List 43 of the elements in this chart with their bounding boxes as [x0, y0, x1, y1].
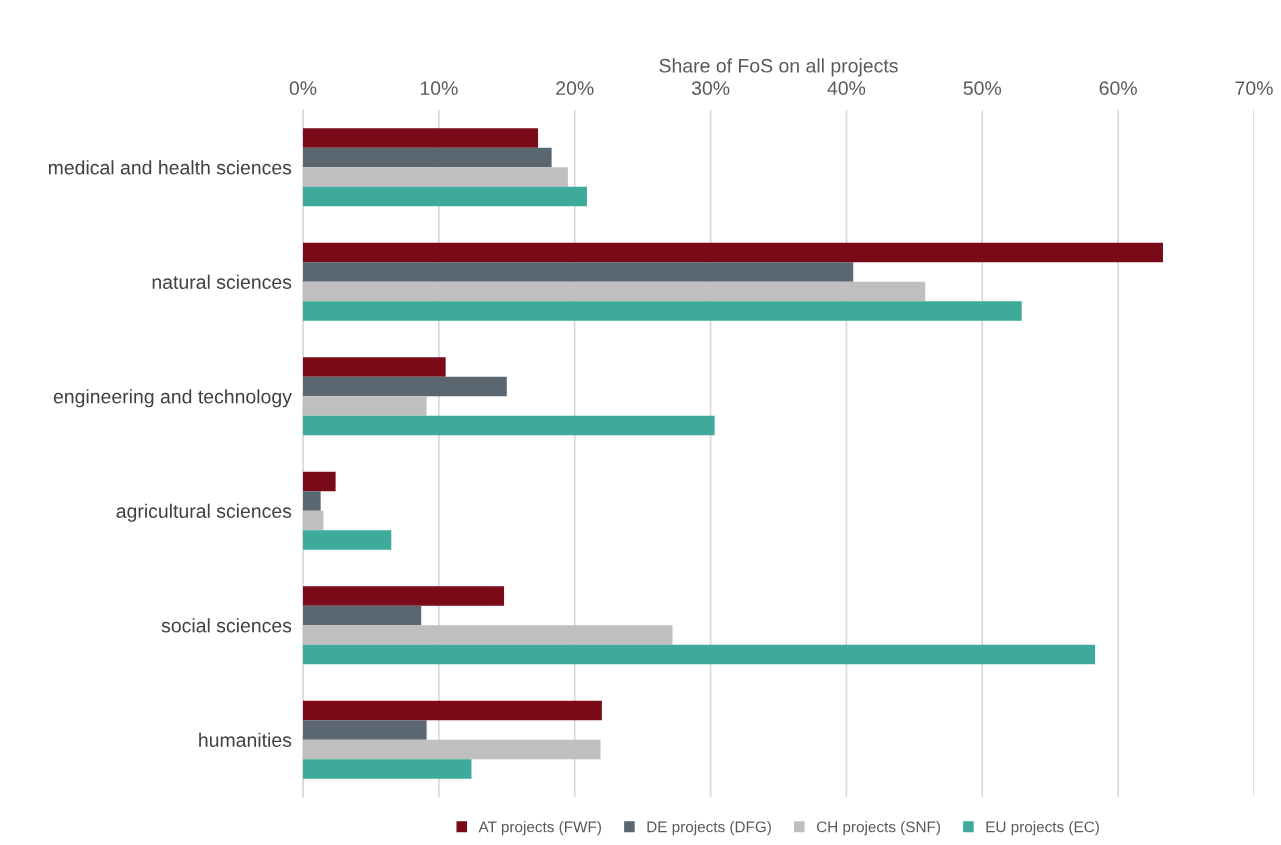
bar	[303, 281, 926, 302]
bar	[303, 530, 392, 550]
legend-label: EU projects (EC)	[986, 821, 1099, 836]
x-tick-label: 30%	[691, 81, 730, 96]
bar	[303, 186, 587, 207]
bar	[303, 147, 552, 168]
bar	[303, 700, 602, 721]
bar	[303, 510, 324, 531]
y-tick-label: humanities	[199, 732, 292, 747]
x-tick-label: 40%	[827, 81, 866, 96]
legend-label: CH projects (SNF)	[816, 821, 940, 836]
y-tick-label: agricultural sciences	[116, 503, 292, 522]
bar	[303, 415, 715, 436]
y-tick-label: social sciences	[161, 618, 292, 633]
y-tick-label: natural sciences	[152, 274, 292, 289]
bar	[303, 357, 446, 377]
y-tick-label: medical and health sciences	[48, 160, 292, 175]
bar	[303, 586, 505, 606]
bar	[303, 759, 472, 779]
x-tick-label: 10%	[420, 81, 458, 96]
bar	[303, 739, 601, 760]
bar	[303, 605, 422, 626]
bar	[303, 376, 507, 397]
bar	[303, 301, 1022, 321]
bar	[303, 396, 427, 416]
bar	[303, 262, 854, 282]
bar	[303, 128, 539, 148]
x-tick-label: 20%	[556, 81, 594, 96]
bar	[303, 167, 568, 187]
bar	[303, 625, 673, 645]
legend-label: AT projects (FWF)	[478, 821, 601, 836]
bar	[303, 644, 1096, 665]
x-tick-label: 60%	[1099, 81, 1137, 96]
x-tick-label: 0%	[289, 81, 317, 96]
bar	[303, 242, 1163, 263]
x-tick-label: 70%	[1235, 81, 1273, 96]
bar	[303, 471, 336, 492]
y-tick-label: engineering and technology	[53, 389, 292, 408]
bar	[303, 491, 321, 511]
x-axis-title: Share of FoS on all projects	[659, 58, 898, 77]
x-tick-label: 50%	[963, 81, 1002, 96]
bar	[303, 720, 427, 740]
legend-label: DE projects (DFG)	[647, 821, 771, 836]
